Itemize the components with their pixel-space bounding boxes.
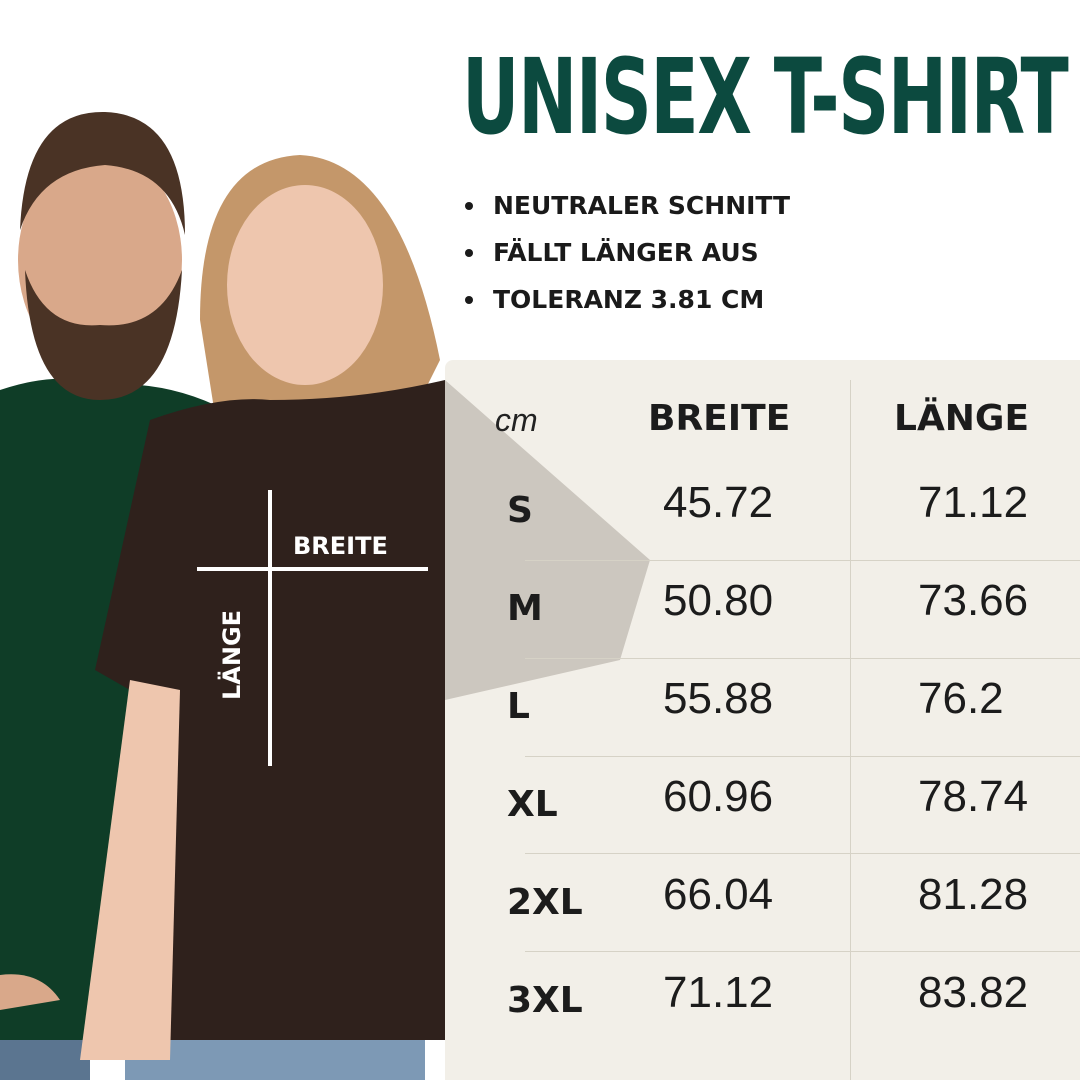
size-label: M — [507, 588, 543, 629]
header-breite: BREITE — [648, 398, 791, 439]
feature-item: FÄLLT LÄNGER AUS — [465, 229, 790, 276]
man-face — [18, 150, 182, 370]
laenge-value: 83.82 — [918, 968, 1029, 1017]
breite-value: 55.88 — [663, 674, 774, 723]
diagram-width-label: BREITE — [293, 532, 388, 560]
breite-value: 66.04 — [663, 870, 774, 919]
breite-value: 60.96 — [663, 772, 774, 821]
laenge-value: 73.66 — [918, 576, 1029, 625]
laenge-value: 76.2 — [918, 674, 1004, 723]
breite-value: 71.12 — [663, 968, 774, 1017]
header-laenge: LÄNGE — [894, 398, 1030, 439]
feature-item: NEUTRALER SCHNITT — [465, 182, 790, 229]
row-divider — [525, 951, 1080, 952]
size-label: S — [507, 490, 533, 531]
page-title: UNISEX T-SHIRT — [462, 36, 1069, 158]
row-divider — [525, 658, 1080, 659]
row-divider — [525, 756, 1080, 757]
feature-list: NEUTRALER SCHNITT FÄLLT LÄNGER AUS TOLER… — [465, 182, 790, 323]
size-label: L — [507, 686, 530, 727]
woman-face — [227, 185, 383, 385]
laenge-value: 78.74 — [918, 772, 1029, 821]
bullet-icon — [465, 248, 473, 257]
size-table — [445, 360, 1080, 1080]
diagram-length-label: LÄNGE — [218, 609, 246, 700]
size-label: 2XL — [507, 882, 583, 923]
breite-value: 50.80 — [663, 576, 774, 625]
unit-label: cm — [495, 402, 538, 438]
row-divider — [525, 560, 1080, 561]
feature-item: TOLERANZ 3.81 CM — [465, 276, 790, 323]
bullet-icon — [465, 295, 473, 304]
breite-value: 45.72 — [663, 478, 774, 527]
size-label: XL — [507, 784, 558, 825]
laenge-value: 71.12 — [918, 478, 1029, 527]
bullet-icon — [465, 201, 473, 210]
row-divider — [525, 853, 1080, 854]
column-divider — [850, 380, 851, 1080]
laenge-value: 81.28 — [918, 870, 1029, 919]
size-label: 3XL — [507, 980, 583, 1021]
